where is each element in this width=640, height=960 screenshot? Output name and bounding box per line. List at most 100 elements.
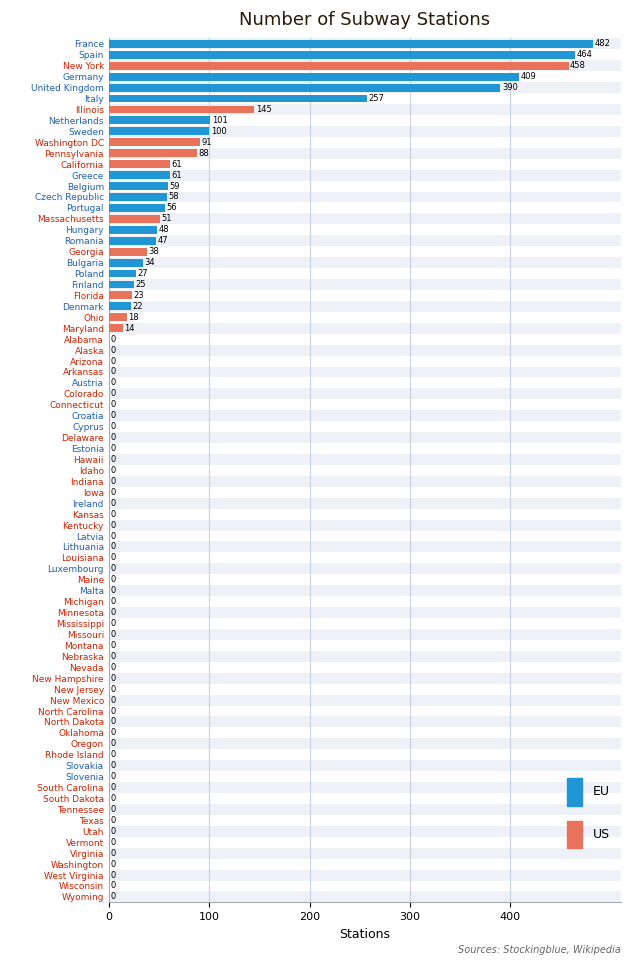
Text: 0: 0 [110, 871, 116, 879]
Bar [109, 716, 621, 728]
Bar [109, 760, 621, 771]
Text: 38: 38 [148, 247, 159, 256]
Text: Sources: Stockingblue, Wikipedia: Sources: Stockingblue, Wikipedia [458, 946, 621, 955]
Bar [109, 519, 621, 531]
Text: 0: 0 [110, 859, 116, 869]
Text: 0: 0 [110, 356, 116, 366]
Bar [109, 651, 621, 661]
Bar [109, 73, 520, 81]
Text: 59: 59 [170, 181, 180, 190]
Text: 0: 0 [110, 520, 116, 530]
Bar [109, 104, 621, 115]
Text: 56: 56 [166, 204, 177, 212]
Text: 0: 0 [110, 717, 116, 727]
Bar [109, 826, 621, 837]
Text: 0: 0 [110, 597, 116, 606]
Bar [109, 213, 621, 225]
Bar [109, 292, 132, 300]
Text: 0: 0 [110, 488, 116, 496]
Bar [109, 160, 170, 168]
Text: 0: 0 [110, 707, 116, 715]
Bar [109, 345, 621, 355]
Bar [109, 170, 621, 180]
Text: 0: 0 [110, 587, 116, 595]
Text: 0: 0 [110, 783, 116, 792]
Text: 0: 0 [110, 761, 116, 770]
Text: 0: 0 [110, 498, 116, 508]
Text: 48: 48 [159, 226, 169, 234]
X-axis label: Stations: Stations [339, 927, 390, 941]
Bar [109, 892, 621, 902]
Bar [109, 673, 621, 684]
Bar [109, 629, 621, 640]
Text: 0: 0 [110, 849, 116, 857]
Text: 14: 14 [124, 324, 135, 333]
Text: 464: 464 [576, 50, 592, 60]
Text: 0: 0 [110, 772, 116, 781]
Bar [109, 607, 621, 618]
Text: 0: 0 [110, 335, 116, 344]
Text: 390: 390 [502, 84, 518, 92]
Bar [109, 193, 167, 201]
Bar [109, 541, 621, 552]
Bar [109, 258, 143, 267]
Bar [109, 171, 170, 180]
Bar [109, 150, 197, 157]
Text: 458: 458 [570, 61, 586, 70]
Bar [109, 586, 621, 596]
Text: 0: 0 [110, 804, 116, 814]
Text: 47: 47 [157, 236, 168, 245]
Text: 0: 0 [110, 422, 116, 431]
Text: 0: 0 [110, 346, 116, 354]
Text: 0: 0 [110, 368, 116, 376]
Text: 0: 0 [110, 641, 116, 650]
Bar [109, 389, 621, 399]
Text: 0: 0 [110, 433, 116, 443]
Bar [109, 215, 160, 223]
Text: 0: 0 [110, 827, 116, 836]
Text: 58: 58 [168, 193, 179, 202]
Bar [109, 40, 593, 48]
Text: 0: 0 [110, 378, 116, 388]
Text: 34: 34 [145, 258, 155, 267]
Text: 88: 88 [198, 149, 209, 157]
Bar [109, 410, 621, 421]
Text: 0: 0 [110, 608, 116, 617]
Text: 0: 0 [110, 444, 116, 453]
Text: 0: 0 [110, 564, 116, 573]
Text: 0: 0 [110, 739, 116, 748]
Bar [109, 738, 621, 750]
Bar [109, 313, 127, 322]
Bar [109, 782, 621, 793]
Bar [109, 138, 200, 146]
Text: 257: 257 [368, 94, 384, 103]
Bar [109, 235, 621, 246]
Bar [109, 38, 621, 49]
Text: 0: 0 [110, 532, 116, 540]
Bar [109, 497, 621, 509]
Bar [109, 95, 367, 103]
Text: 27: 27 [138, 269, 148, 278]
Text: 0: 0 [110, 400, 116, 409]
Text: 61: 61 [172, 159, 182, 169]
Text: 25: 25 [136, 280, 146, 289]
Text: 0: 0 [110, 751, 116, 759]
Bar [109, 454, 621, 465]
Text: 101: 101 [212, 116, 227, 125]
Legend: EU, US: EU, US [563, 773, 614, 852]
Text: 0: 0 [110, 390, 116, 398]
Text: 0: 0 [110, 619, 116, 628]
Text: 0: 0 [110, 881, 116, 891]
Bar [109, 257, 621, 268]
Bar [109, 128, 209, 135]
Bar [109, 204, 165, 212]
Text: 0: 0 [110, 630, 116, 639]
Bar [109, 279, 621, 290]
Text: 0: 0 [110, 553, 116, 563]
Text: 0: 0 [110, 816, 116, 825]
Text: 0: 0 [110, 466, 116, 475]
Bar [109, 182, 168, 190]
Text: 0: 0 [110, 684, 116, 694]
Bar [109, 870, 621, 880]
Bar [109, 60, 621, 71]
